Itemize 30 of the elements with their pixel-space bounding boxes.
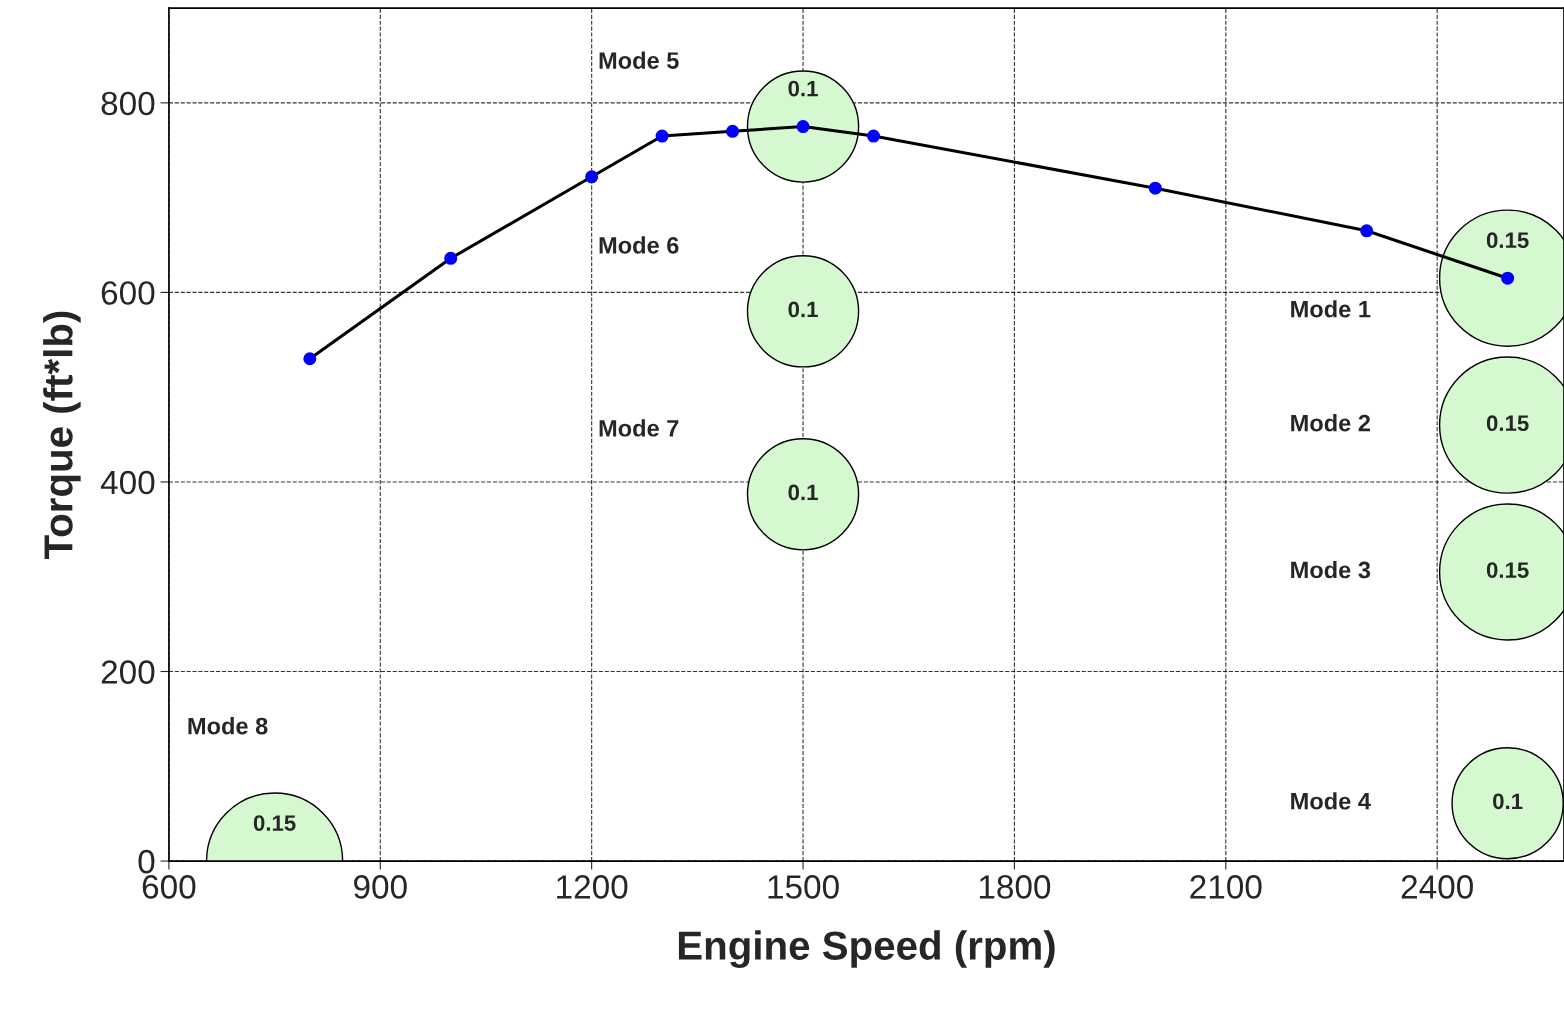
x-tick-label: 2400 <box>1401 875 1473 899</box>
annotation: Mode 1 <box>1291 300 1371 318</box>
annotation: Mode 5 <box>599 51 679 69</box>
data-label: 0.1 <box>1493 793 1523 810</box>
annotation: Mode 7 <box>599 419 679 437</box>
annotation: Mode 2 <box>1291 414 1371 432</box>
annotation: Mode 4 <box>1291 792 1371 810</box>
x-tick-label: 1800 <box>979 875 1051 899</box>
x-tick-label: 600 <box>142 875 196 899</box>
x-tick-label: 2100 <box>1190 875 1262 899</box>
x-tick-label: 900 <box>354 875 407 899</box>
x-tick-label: 1200 <box>557 875 628 899</box>
y-axis-title: Torque (ft*lb) <box>43 311 81 560</box>
y-tick-label: 400 <box>100 470 155 495</box>
data-label: 0.15 <box>1486 415 1529 432</box>
data-label: 0.1 <box>788 80 818 97</box>
data-label: 0.15 <box>1486 232 1529 249</box>
x-axis-title: Engine Speed (rpm) <box>678 930 1055 969</box>
data-label: 0.1 <box>788 484 818 501</box>
data-label: 0.15 <box>253 815 296 831</box>
data-label: 0.1 <box>788 301 818 318</box>
y-tick-label: 0 <box>138 849 155 874</box>
y-tick-label: 800 <box>101 91 155 116</box>
annotation: Mode 3 <box>1291 560 1371 579</box>
annotation: Mode 6 <box>599 236 679 254</box>
y-tick-label: 200 <box>101 660 155 684</box>
y-tick-label: 600 <box>101 281 155 305</box>
data-label: 0.15 <box>1486 562 1529 578</box>
x-tick-label: 1500 <box>768 875 839 899</box>
annotation: Mode 8 <box>188 717 268 735</box>
